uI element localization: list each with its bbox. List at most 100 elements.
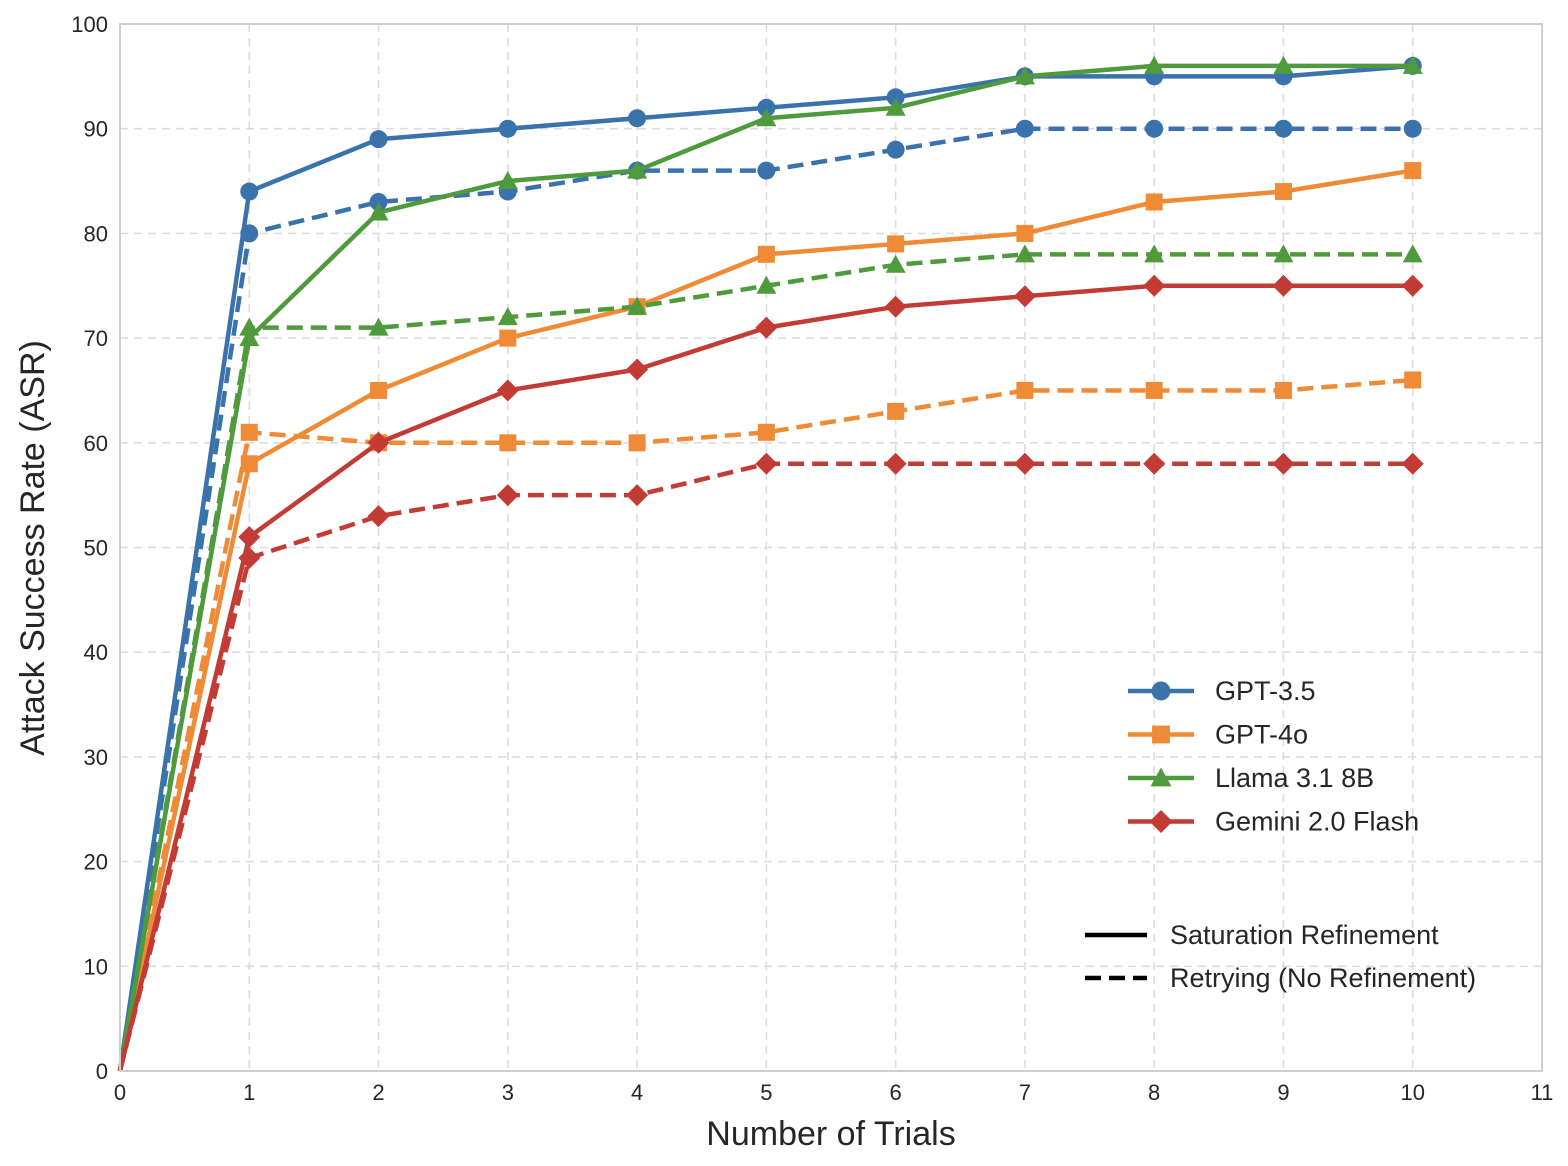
y-tick-label: 20 [84,850,108,875]
data-point [1014,66,1035,85]
data-point [1401,452,1424,475]
series-gemini-2-0-flash-solid [117,274,1424,1072]
legend-models: GPT-3.5 GPT-4o Llama 3.1 8B Gemini 2.0 Flas… [1128,676,1419,837]
x-tick-label: 0 [114,1080,126,1105]
data-point [885,97,906,116]
data-point [496,484,519,507]
data-point [884,452,907,475]
x-tick-label: 6 [890,1080,902,1105]
data-point [884,295,907,318]
x-tick-label: 2 [372,1080,384,1105]
data-point [757,245,775,263]
data-point [498,119,517,138]
data-point [627,160,648,179]
x-tick-label: 8 [1148,1080,1160,1105]
data-point [240,182,259,201]
series-gpt-3-5-solid [117,56,1422,1072]
y-tick-label: 80 [84,221,108,246]
data-point [885,254,906,273]
y-tick-label: 60 [84,431,108,456]
data-point [757,423,775,441]
x-tick-label: 4 [631,1080,643,1105]
data-point [1274,381,1292,399]
x-axis-title: Number of Trials [706,1115,955,1153]
data-point [239,317,260,336]
series-gpt-4o-dashed [117,371,1422,1072]
x-tick-label: 7 [1019,1080,1031,1105]
data-point [755,316,778,339]
plot-frame [119,23,1543,1072]
y-tick-label: 10 [84,954,108,979]
data-point [1145,119,1164,138]
data-point [1272,274,1295,297]
data-point [627,296,648,315]
legend-style-item: Saturation Refinement [1085,920,1439,950]
grid [120,24,1542,1071]
data-point [369,130,388,149]
data-point [1013,452,1036,475]
data-point [1144,244,1165,263]
y-tick-label: 90 [84,117,108,142]
legend-style-label: Retrying (No Refinement) [1170,963,1476,993]
y-axis-title: Attack Success Rate (ASR) [14,340,52,756]
data-point [756,275,777,294]
legend-label: Llama 3.1 8B [1215,763,1374,793]
y-tick-label: 50 [84,536,108,561]
data-point [1402,244,1423,263]
data-point [757,98,776,117]
data-point [238,546,261,569]
data-point [886,140,905,159]
data-point [886,88,905,107]
data-point [368,202,389,221]
legend-label: Gemini 2.0 Flash [1215,807,1419,837]
data-point [1015,119,1034,138]
legend-marker [1150,767,1172,787]
legend-item: Gemini 2.0 Flash [1128,807,1419,837]
data-point [238,526,261,549]
x-tick-label: 10 [1400,1080,1424,1105]
data-point [1273,55,1294,74]
data-point [1143,274,1166,297]
data-point [1016,381,1034,399]
data-point [1404,162,1422,180]
series-gpt-3-5-dashed [117,119,1422,1072]
data-point [887,402,905,420]
data-point [1402,55,1423,74]
data-point [628,109,647,128]
series-llama-3-1-8b-solid [117,55,1423,1072]
legend-item: GPT-4o [1128,720,1308,750]
data-point [240,423,258,441]
data-point [626,358,649,381]
x-tick-label: 11 [1531,1080,1554,1105]
data-point [368,317,389,336]
data-point [1404,371,1422,389]
data-point [370,381,388,399]
legend-style-label: Saturation Refinement [1170,920,1439,950]
legend-item: GPT-3.5 [1128,676,1316,706]
legend-label: GPT-3.5 [1215,676,1316,706]
legend-marker [1149,809,1173,834]
data-point [887,235,905,253]
data-point [1143,452,1166,475]
y-tick-label: 0 [96,1059,108,1084]
data-point [240,224,259,243]
data-point [367,431,390,454]
data-point [369,192,388,211]
data-point [367,505,390,528]
x-tick-label: 3 [502,1080,514,1105]
data-point [1274,119,1293,138]
data-point [1403,119,1422,138]
data-point [756,108,777,127]
data-point [1272,452,1295,475]
tick-labels: 0 1 2 3 4 5 6 7 8 9 10 11 0 10 20 30 40 50 60 70 80 90 100 [71,12,1553,1105]
data-point [496,379,519,402]
y-tick-label: 40 [84,640,108,665]
series-llama-3-1-8b-dashed [117,244,1423,1072]
series-gemini-2-0-flash-dashed [117,452,1424,1072]
data-point [626,484,649,507]
data-point [1401,274,1424,297]
x-tick-label: 9 [1277,1080,1289,1105]
data-point [1145,381,1163,399]
legend-label: GPT-4o [1215,720,1308,750]
y-tick-label: 30 [84,745,108,770]
